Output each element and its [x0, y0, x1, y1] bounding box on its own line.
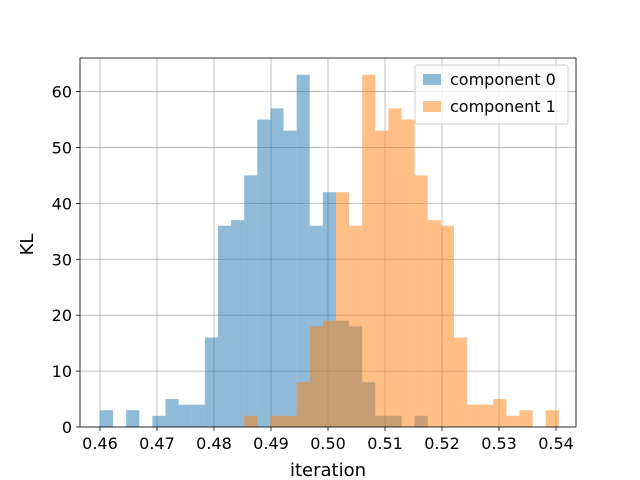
- legend-box: [414, 64, 569, 125]
- y-axis-ticks: 0 10 20 30 40 50 60: [52, 83, 80, 437]
- bar-component-1: [388, 108, 402, 428]
- bar-component-0: [191, 404, 205, 427]
- bar-component-1: [545, 410, 559, 427]
- legend-swatch-component-0: [423, 74, 441, 85]
- bar-component-0: [270, 108, 284, 428]
- y-tick-label: 30: [52, 250, 72, 269]
- bar-component-1: [322, 320, 336, 427]
- bar-component-1: [440, 225, 454, 427]
- bar-component-1: [467, 404, 481, 427]
- y-tick-label: 60: [52, 83, 72, 102]
- bar-component-1: [506, 415, 520, 427]
- bar-component-0: [244, 175, 258, 427]
- bar-component-1: [244, 415, 258, 427]
- x-tick-label: 0.49: [253, 434, 289, 453]
- bar-component-1: [362, 74, 376, 427]
- bar-component-0: [152, 415, 166, 427]
- x-tick-label: 0.48: [196, 434, 232, 453]
- bar-component-0: [126, 410, 140, 427]
- bar-component-0: [283, 130, 297, 427]
- legend-label-component-1: component 1: [450, 97, 556, 116]
- bar-component-1: [296, 382, 310, 427]
- x-tick-label: 0.52: [424, 434, 460, 453]
- bar-component-1: [519, 410, 533, 427]
- bar-component-1: [427, 220, 441, 427]
- bar-component-1: [401, 119, 415, 427]
- bar-component-0: [99, 410, 114, 427]
- bar-component-0: [257, 119, 271, 427]
- legend: component 0 component 1: [414, 64, 569, 125]
- y-tick-label: 10: [52, 362, 72, 381]
- x-tick-label: 0.46: [82, 434, 118, 453]
- x-axis-ticks: 0.46 0.47 0.48 0.49 0.50 0.51 0.52 0.53 0.54: [82, 427, 574, 453]
- bar-component-0: [231, 220, 245, 427]
- x-tick-label: 0.47: [139, 434, 175, 453]
- bar-component-1: [375, 130, 389, 427]
- y-tick-label: 20: [52, 306, 72, 325]
- x-tick-label: 0.53: [481, 434, 517, 453]
- bar-component-1: [493, 399, 507, 427]
- bar-component-0: [204, 337, 218, 427]
- x-tick-label: 0.54: [538, 434, 574, 453]
- bars: [99, 74, 559, 428]
- bar-component-0: [178, 404, 192, 427]
- y-tick-label: 50: [52, 138, 72, 157]
- y-axis-label: KL: [17, 234, 38, 256]
- bar-component-1: [309, 326, 323, 427]
- x-tick-label: 0.51: [367, 434, 403, 453]
- x-tick-label: 0.50: [310, 434, 346, 453]
- bar-component-1: [480, 404, 494, 427]
- bar-component-0: [296, 74, 310, 427]
- x-axis-label: iteration: [290, 460, 366, 480]
- bar-component-0: [165, 399, 179, 427]
- bar-component-1: [283, 415, 297, 427]
- legend-label-component-0: component 0: [450, 70, 556, 89]
- legend-swatch-component-1: [423, 101, 441, 112]
- bar-component-0: [217, 225, 232, 427]
- bar-component-1: [453, 337, 468, 427]
- bar-component-1: [349, 225, 363, 427]
- bar-component-1: [270, 415, 284, 427]
- y-tick-label: 40: [52, 194, 72, 213]
- bar-component-1: [335, 192, 350, 427]
- y-tick-label: 0: [62, 418, 72, 437]
- bar-component-1: [414, 175, 428, 427]
